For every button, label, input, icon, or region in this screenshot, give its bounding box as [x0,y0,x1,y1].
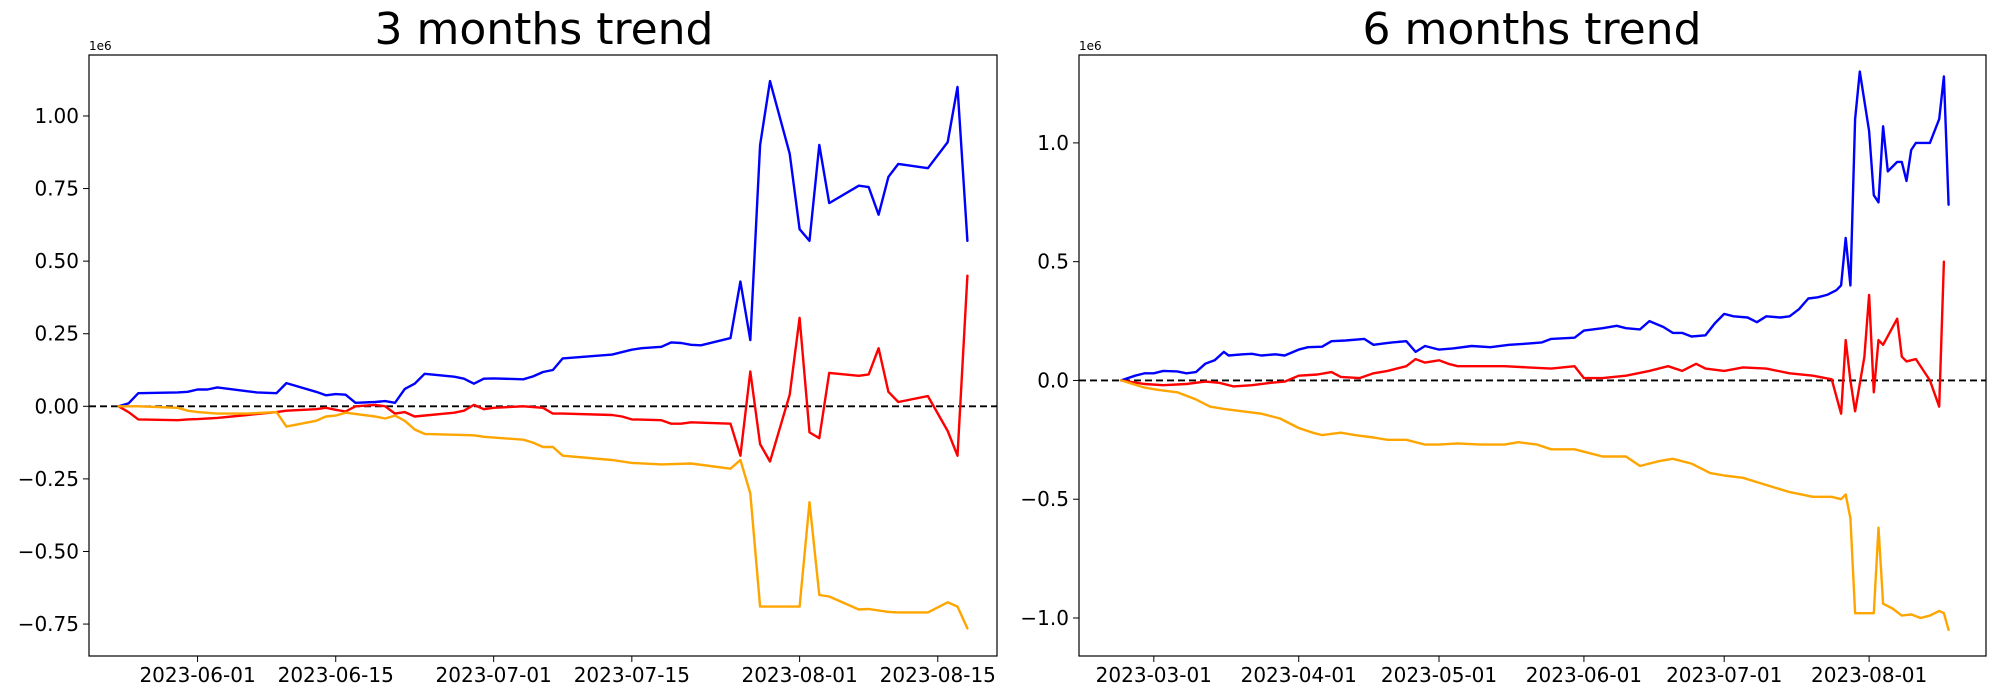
y-tick-label: 0.00 [34,394,79,418]
y-tick-label: 1.0 [1037,131,1069,155]
chart-6-months: 6 months trend 1e6 −1.0 −0.5 0.0 0.5 1.0 2023… [1020,4,1987,687]
y-tick-label: 0.25 [34,322,79,346]
chart-title: 3 months trend [375,4,714,55]
x-tick-label: 2023-08-01 [741,663,857,687]
x-tick-label: 2023-06-15 [278,663,394,687]
y-tick-label: 0.5 [1037,250,1069,274]
y-offset-label: 1e6 [89,39,112,53]
x-tick-label: 2023-06-01 [1526,663,1642,687]
x-tick-label: 2023-05-01 [1381,663,1497,687]
y-tick-label: −0.25 [18,467,79,491]
y-tick-label: 0.0 [1037,368,1069,392]
x-tick-label: 2023-04-01 [1241,663,1357,687]
y-tick-label: 0.50 [34,249,79,273]
series-line-red [1119,260,1946,415]
series-line-blue [117,79,969,408]
y-tick-label: −1.0 [1020,606,1069,630]
series-line-blue [1119,70,1950,382]
x-tick-label: 2023-06-01 [139,663,255,687]
y-tick-label: −0.50 [18,539,79,563]
x-tick-label: 2023-03-01 [1096,663,1212,687]
x-tick-label: 2023-08-01 [1811,663,1927,687]
y-tick-label: 0.75 [34,177,79,201]
chart-title: 6 months trend [1363,4,1702,55]
axes-frame [1078,54,1987,657]
axes-frame [88,54,998,657]
series-line-red [117,274,969,463]
y-tick-label: −0.5 [1020,487,1069,511]
x-tick-label: 2023-07-15 [574,663,690,687]
series-line-orange [117,405,969,630]
series-line-orange [1119,379,1950,632]
y-offset-label: 1e6 [1079,39,1102,53]
plot-area: −1.0 −0.5 0.0 0.5 1.0 2023-03-01 2023-04-01 202… [1020,70,1986,687]
y-tick-label: −0.75 [18,612,79,636]
chart-3-months: 3 months trend 1e6 −0.75 −0.50 −0.25 0.00 0.… [18,4,998,687]
x-tick-label: 2023-08-15 [880,663,996,687]
x-tick-label: 2023-07-01 [436,663,552,687]
plot-area: −0.75 −0.50 −0.25 0.00 0.25 0.50 0.75 1.00 2023-… [18,79,997,687]
x-tick-label: 2023-07-01 [1666,663,1782,687]
y-tick-label: 1.00 [34,104,79,128]
